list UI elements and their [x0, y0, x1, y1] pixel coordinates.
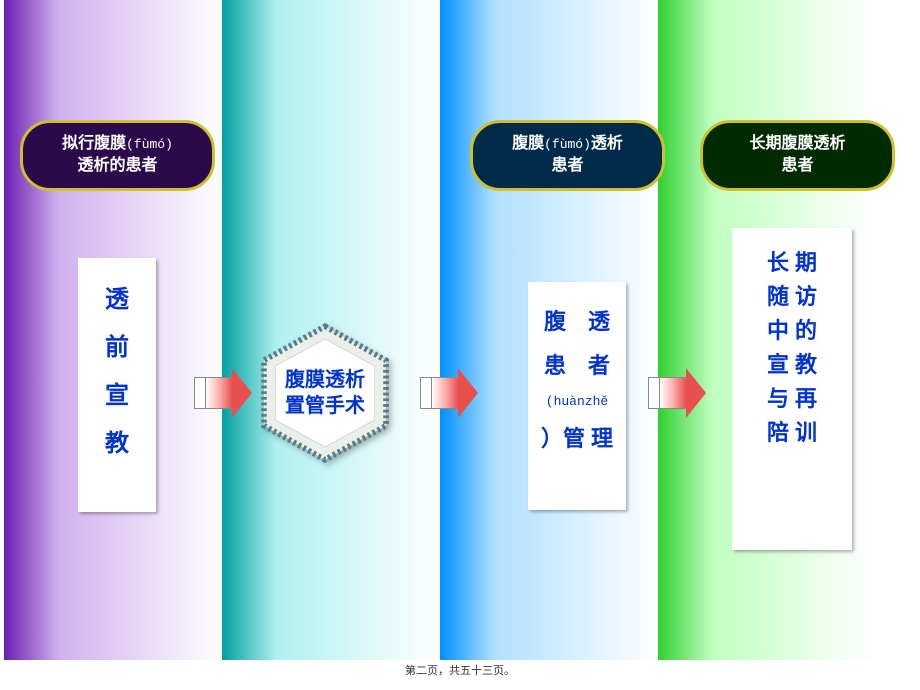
stage-pill-0: 拟行腹膜(fùmó)透析的患者: [20, 120, 215, 191]
content-box-2: 长 期随 访中 的宣 教与 再陪 训: [732, 228, 852, 550]
flow-arrow-1: [420, 368, 478, 418]
hexagon-node: 腹膜透析置管手术: [254, 322, 396, 464]
diagram-canvas: 拟行腹膜(fùmó)透析的患者 腹膜(fùmó)透析患者长期腹膜透析患者透前宣教 腹…: [0, 0, 920, 690]
stage-pill-2: 长期腹膜透析患者: [700, 120, 895, 191]
page-footer: 第二页，共五十三页。: [0, 662, 920, 678]
flow-arrow-2: [648, 368, 706, 418]
content-box-1: 腹 透患 者(huànzhě）管 理: [528, 282, 626, 510]
content-box-0: 透前宣教: [78, 258, 156, 512]
stage-pill-1: 腹膜(fùmó)透析患者: [470, 120, 665, 191]
flow-arrow-0: [194, 368, 252, 418]
